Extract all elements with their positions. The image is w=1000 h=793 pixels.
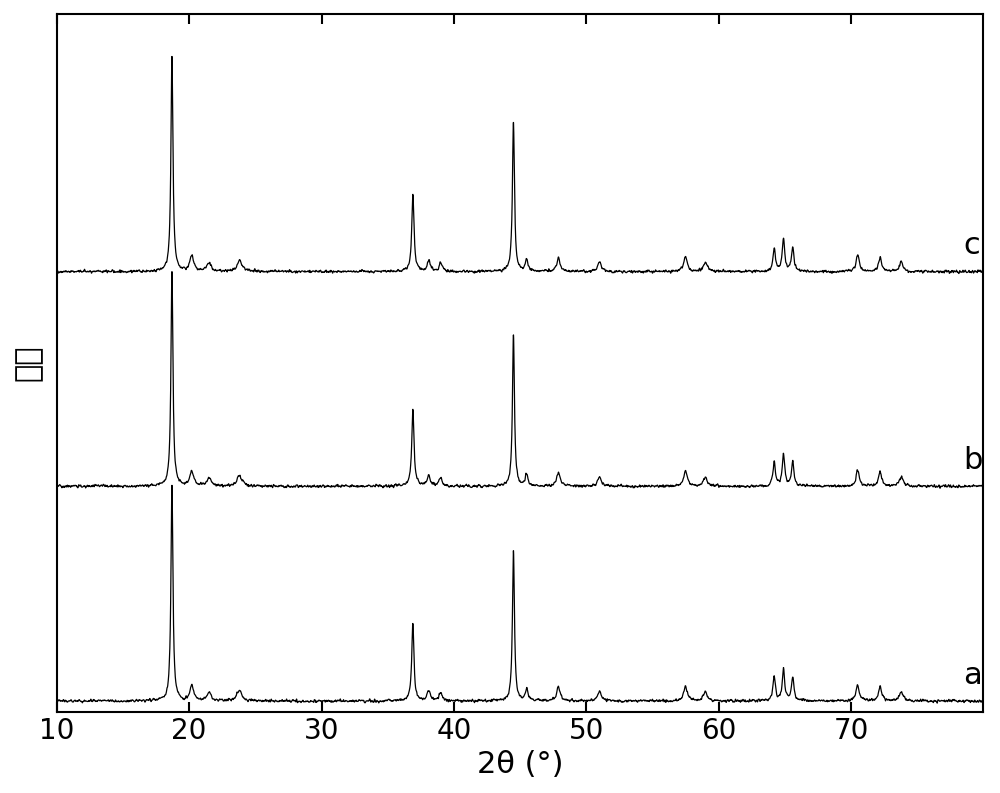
X-axis label: 2θ (°): 2θ (°) [477, 750, 563, 779]
Text: b: b [963, 446, 983, 475]
Y-axis label: 强度: 强度 [14, 344, 43, 381]
Text: a: a [963, 661, 982, 690]
Text: c: c [963, 232, 980, 260]
